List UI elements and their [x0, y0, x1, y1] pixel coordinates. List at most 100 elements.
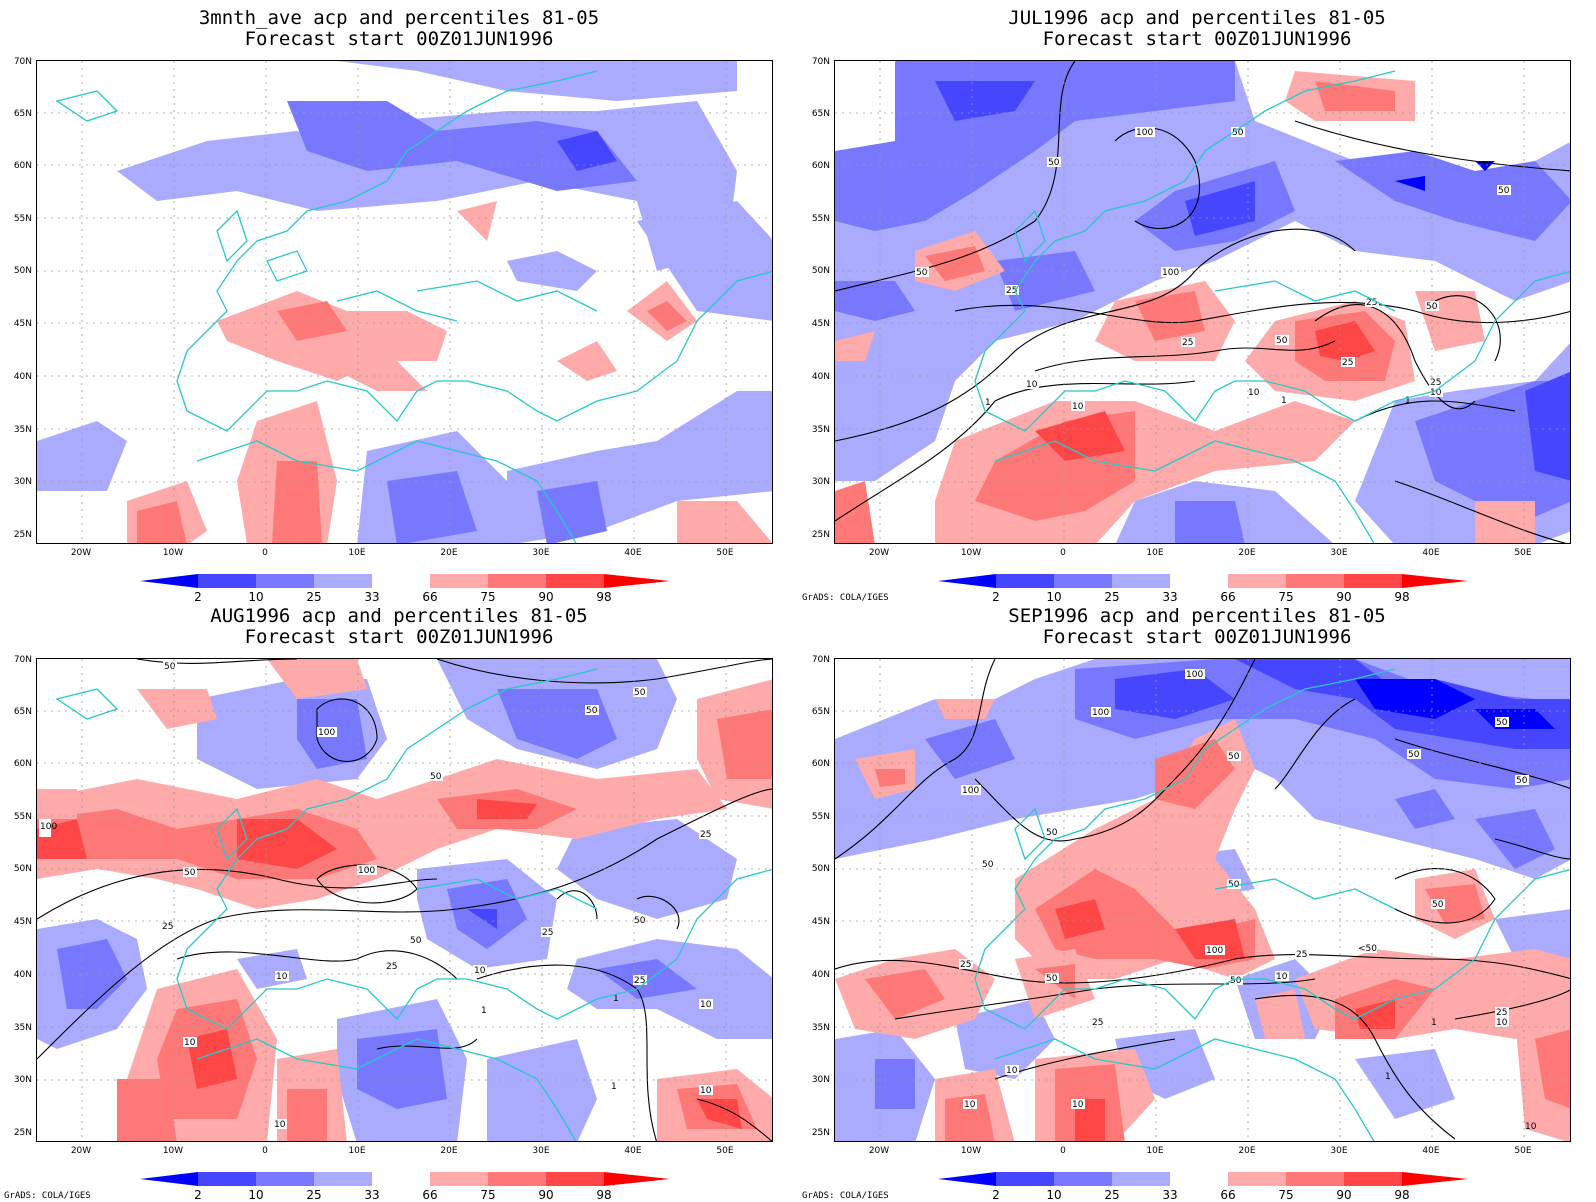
- map-panel-aug: AUG1996 acp and percentiles 81-05 Foreca…: [0, 598, 798, 1202]
- colorbar-label: 2: [992, 590, 1000, 604]
- lon-label: 20W: [868, 548, 890, 558]
- lat-label: 65N: [13, 109, 32, 119]
- svg-text:10: 10: [274, 1120, 286, 1130]
- map-panel-jul: JUL1996 acp and percentiles 81-05 Foreca…: [798, 0, 1596, 604]
- lat-label: 70N: [811, 57, 830, 67]
- svg-text:25: 25: [386, 962, 397, 972]
- lat-label: 55N: [13, 214, 32, 224]
- panel-title: 3mnth_ave acp and percentiles 81-05: [198, 7, 600, 29]
- lon-label: 20E: [440, 1146, 458, 1156]
- colorbar-label: 25: [1104, 1188, 1120, 1202]
- svg-text:100: 100: [40, 822, 57, 832]
- svg-text:1: 1: [611, 1082, 617, 1092]
- lat-label: 45N: [811, 917, 830, 927]
- lat-label: 45N: [811, 319, 830, 329]
- svg-text:10: 10: [1026, 380, 1038, 390]
- lon-label: 20E: [1238, 1146, 1256, 1156]
- lat-label: 35N: [811, 425, 830, 435]
- lon-label: 0: [1060, 548, 1066, 558]
- panel-title: SEP1996 acp and percentiles 81-05: [1008, 605, 1386, 627]
- svg-text:25: 25: [1496, 1008, 1507, 1018]
- lon-label: 10E: [348, 1146, 366, 1156]
- lat-label: 50N: [811, 864, 830, 874]
- lat-label: 40N: [13, 372, 32, 382]
- svg-text:10: 10: [1072, 1100, 1084, 1110]
- lat-label: 30N: [811, 1075, 830, 1085]
- lat-label: 60N: [811, 759, 830, 769]
- panel-subtitle: Forecast start 00Z01JUN1996: [1042, 28, 1352, 50]
- svg-text:25: 25: [542, 928, 553, 938]
- lon-label: 40E: [624, 1146, 642, 1156]
- lat-label: 30N: [13, 477, 32, 487]
- panel-title: JUL1996 acp and percentiles 81-05: [1008, 7, 1386, 29]
- lon-label: 10W: [162, 548, 184, 558]
- colorbar-label: 2: [194, 1188, 202, 1202]
- colorbar-label: 66: [1220, 1188, 1236, 1202]
- lon-label: 30E: [1330, 548, 1348, 558]
- lat-label: 55N: [811, 214, 830, 224]
- panel-title: AUG1996 acp and percentiles 81-05: [210, 605, 588, 627]
- colorbar-label: 98: [596, 1188, 612, 1202]
- lat-label: 50N: [13, 864, 32, 874]
- colorbar-label: 33: [1162, 590, 1178, 604]
- lon-label: 30E: [532, 1146, 550, 1156]
- grads-credit: GrADS: COLA/IGES: [802, 1191, 889, 1201]
- lat-label: 45N: [13, 319, 32, 329]
- colorbar-label: 66: [1220, 590, 1236, 604]
- svg-text:100: 100: [1092, 708, 1109, 718]
- colorbar-label: 2: [992, 1188, 1000, 1202]
- lon-label: 50E: [716, 1146, 734, 1156]
- svg-text:100: 100: [1186, 670, 1203, 680]
- svg-text:10: 10: [700, 1000, 712, 1010]
- lat-label: 55N: [13, 812, 32, 822]
- lat-label: 40N: [811, 970, 830, 980]
- svg-text:50: 50: [430, 772, 442, 782]
- lat-label: 70N: [811, 655, 830, 665]
- panel-subtitle: Forecast start 00Z01JUN1996: [244, 626, 554, 648]
- lat-label: 35N: [13, 1023, 32, 1033]
- lon-label: 10E: [1146, 1146, 1164, 1156]
- svg-text:50: 50: [1516, 776, 1528, 786]
- colorbar-label: 10: [248, 590, 264, 604]
- svg-text:10: 10: [1006, 1066, 1018, 1076]
- svg-text:50: 50: [1498, 186, 1510, 196]
- colorbar-label: 25: [306, 1188, 322, 1202]
- colorbar: [140, 1172, 670, 1186]
- svg-text:50: 50: [1046, 974, 1058, 984]
- lat-label: 60N: [13, 161, 32, 171]
- colorbar-label: 10: [1046, 590, 1062, 604]
- lat-label: 40N: [13, 970, 32, 980]
- lon-label: 20E: [440, 548, 458, 558]
- lat-label: 35N: [13, 425, 32, 435]
- svg-text:100: 100: [1162, 268, 1179, 278]
- svg-text:1: 1: [985, 398, 991, 408]
- lat-label: 25N: [811, 530, 830, 540]
- lat-label: 40N: [811, 372, 830, 382]
- lat-label: 35N: [811, 1023, 830, 1033]
- svg-text:100: 100: [358, 866, 375, 876]
- lon-label: 20W: [70, 1146, 92, 1156]
- colorbar: [938, 1172, 1468, 1186]
- lon-label: 30E: [532, 548, 550, 558]
- colorbar-label: 90: [1336, 590, 1352, 604]
- svg-text:50: 50: [1228, 752, 1240, 762]
- lat-label: 70N: [13, 57, 32, 67]
- lat-label: 65N: [811, 109, 830, 119]
- svg-text:50: 50: [1046, 828, 1058, 838]
- svg-text:25: 25: [1342, 358, 1353, 368]
- svg-text:1: 1: [613, 994, 619, 1004]
- svg-text:50: 50: [982, 860, 994, 870]
- svg-text:25: 25: [1182, 338, 1193, 348]
- colorbar-label: 10: [248, 1188, 264, 1202]
- lat-label: 30N: [13, 1075, 32, 1085]
- map-area: 50 50 50 100 50 100 50 25 100 25 50 25 5…: [36, 658, 773, 1142]
- lat-label: 25N: [13, 530, 32, 540]
- grads-credit: GrADS: COLA/IGES: [4, 1191, 91, 1201]
- lat-label: 55N: [811, 812, 830, 822]
- svg-text:100: 100: [318, 728, 335, 738]
- lon-label: 30E: [1330, 1146, 1348, 1156]
- lat-label: 25N: [13, 1128, 32, 1138]
- colorbar-label: 10: [1046, 1188, 1062, 1202]
- lat-label: 70N: [13, 655, 32, 665]
- svg-text:1: 1: [1431, 1018, 1437, 1028]
